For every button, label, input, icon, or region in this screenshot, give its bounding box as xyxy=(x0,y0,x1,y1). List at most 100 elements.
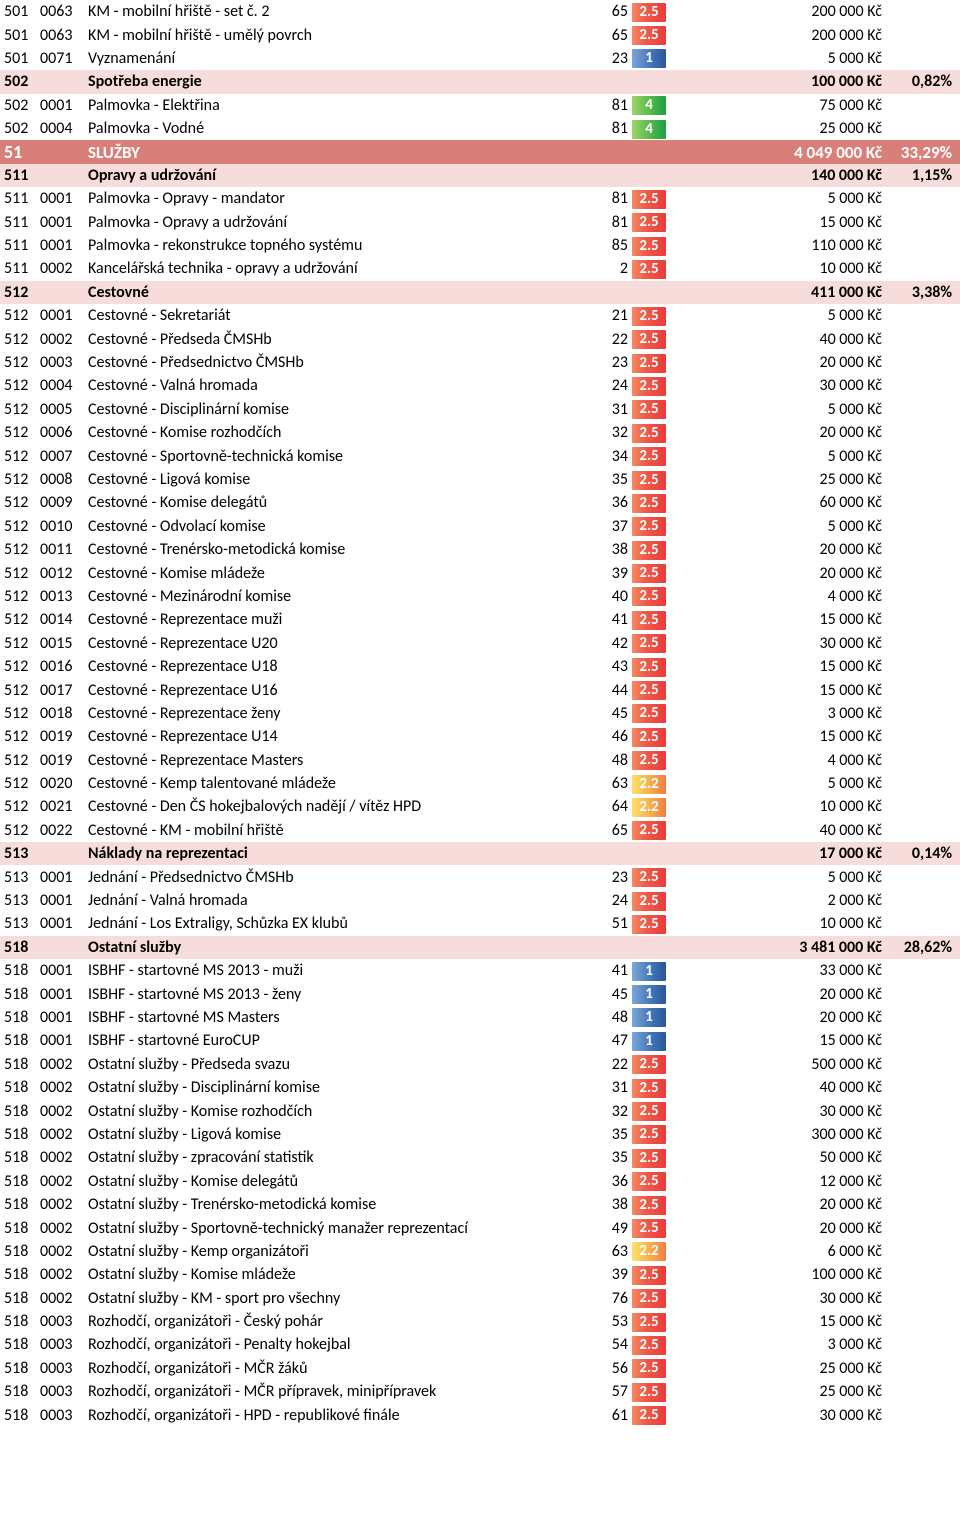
item-name: Cestovné - Ligová komise xyxy=(86,470,602,489)
amount: 25 000 Kč xyxy=(672,1382,888,1401)
table-row: 5180003Rozhodčí, organizátoři - Český po… xyxy=(0,1310,960,1333)
priority-tag: 2.2 xyxy=(632,798,666,817)
code-1: 512 xyxy=(4,493,40,512)
tag-cell: 4 xyxy=(632,95,672,115)
code-1: 518 xyxy=(4,1289,40,1308)
code-2: 0001 xyxy=(40,961,86,980)
tag-cell: 2.5 xyxy=(632,399,672,419)
code-2: 0002 xyxy=(40,1219,86,1238)
code-2: 0003 xyxy=(40,1335,86,1354)
item-name: KM - mobilní hřiště - set č. 2 xyxy=(86,2,602,21)
table-row: 5120017Cestovné - Reprezentace U16442.51… xyxy=(0,678,960,701)
code-1: 518 xyxy=(4,1125,40,1144)
code-2: 0002 xyxy=(40,259,86,278)
amount: 25 000 Kč xyxy=(672,119,888,138)
code-1: 518 xyxy=(4,1359,40,1378)
tag-cell: 2.5 xyxy=(632,703,672,723)
priority-tag: 2.5 xyxy=(632,915,666,934)
priority-tag: 2.5 xyxy=(632,564,666,583)
tag-cell: 2.5 xyxy=(632,1054,672,1074)
code-1: 512 xyxy=(4,681,40,700)
tag-cell: 2.5 xyxy=(632,516,672,536)
code-2: 0001 xyxy=(40,96,86,115)
code-2: 0001 xyxy=(40,1008,86,1027)
priority-tag: 2.5 xyxy=(632,213,666,232)
tag-cell: 1 xyxy=(632,984,672,1004)
ref-code: 23 xyxy=(602,353,632,372)
table-row: 5180002Ostatní služby - zpracování stati… xyxy=(0,1146,960,1169)
code-2: 0016 xyxy=(40,657,86,676)
priority-tag: 2.5 xyxy=(632,307,666,326)
item-name: Jednání - Předsednictvo ČMSHb xyxy=(86,868,602,887)
ref-code: 65 xyxy=(602,2,632,21)
amount: 20 000 Kč xyxy=(672,423,888,442)
item-name: Cestovné - Sekretariát xyxy=(86,306,602,325)
tag-cell: 2.5 xyxy=(632,493,672,513)
amount: 12 000 Kč xyxy=(672,1172,888,1191)
tag-cell: 2.5 xyxy=(632,236,672,256)
table-row: 5010063KM - mobilní hřiště - umělý povrc… xyxy=(0,23,960,46)
code-2: 0002 xyxy=(40,1172,86,1191)
percent: 0,14% xyxy=(888,844,954,863)
ref-code: 54 xyxy=(602,1335,632,1354)
table-row: 5120007Cestovné - Sportovně-technická ko… xyxy=(0,444,960,467)
ref-code: 49 xyxy=(602,1219,632,1238)
code-1: 518 xyxy=(4,1195,40,1214)
tag-cell: 2.5 xyxy=(632,657,672,677)
table-row: 5120001Cestovné - Sekretariát212.55 000 … xyxy=(0,304,960,327)
code-1: 512 xyxy=(4,774,40,793)
code-2: 0001 xyxy=(40,985,86,1004)
priority-tag: 2.5 xyxy=(632,704,666,723)
code-1: 511 xyxy=(4,236,40,255)
code-1: 518 xyxy=(4,1172,40,1191)
table-row: 5180003Rozhodčí, organizátoři - MČR žáků… xyxy=(0,1357,960,1380)
item-name: ISBHF - startovné MS Masters xyxy=(86,1008,602,1027)
table-row: 5130001Jednání - Valná hromada242.52 000… xyxy=(0,889,960,912)
amount: 6 000 Kč xyxy=(672,1242,888,1261)
code-2: 0003 xyxy=(40,1382,86,1401)
priority-tag: 2.2 xyxy=(632,775,666,794)
item-name: Rozhodčí, organizátoři - HPD - republiko… xyxy=(86,1406,602,1425)
code-2: 0002 xyxy=(40,1148,86,1167)
code-1: 512 xyxy=(4,330,40,349)
code-1: 512 xyxy=(4,797,40,816)
table-row: 5180002Ostatní služby - Disciplinární ko… xyxy=(0,1076,960,1099)
priority-tag: 2.5 xyxy=(632,26,666,45)
ref-code: 81 xyxy=(602,213,632,232)
ref-code: 64 xyxy=(602,797,632,816)
item-name: Ostatní služby - Disciplinární komise xyxy=(86,1078,602,1097)
code-1: 512 xyxy=(4,657,40,676)
table-row: 5120019Cestovné - Reprezentace U14462.51… xyxy=(0,725,960,748)
priority-tag: 2.5 xyxy=(632,237,666,256)
table-row: 5120016Cestovné - Reprezentace U18432.51… xyxy=(0,655,960,678)
amount: 140 000 Kč xyxy=(672,166,888,185)
item-name: Cestovné - Mezinárodní komise xyxy=(86,587,602,606)
code-2: 0021 xyxy=(40,797,86,816)
priority-tag: 2.5 xyxy=(632,1359,666,1378)
amount: 10 000 Kč xyxy=(672,914,888,933)
code-1: 511 xyxy=(4,189,40,208)
item-name: Cestovné - Disciplinární komise xyxy=(86,400,602,419)
code-1: 518 xyxy=(4,1242,40,1261)
item-name: Cestovné - Sportovně-technická komise xyxy=(86,447,602,466)
amount: 40 000 Kč xyxy=(672,821,888,840)
code-1: 518 xyxy=(4,961,40,980)
amount: 20 000 Kč xyxy=(672,353,888,372)
tag-cell: 4 xyxy=(632,119,672,139)
code-2: 0001 xyxy=(40,213,86,232)
table-row: 5130001Jednání - Předsednictvo ČMSHb232.… xyxy=(0,865,960,888)
item-name: Cestovné - Předseda ČMSHb xyxy=(86,330,602,349)
tag-cell: 2.5 xyxy=(632,820,672,840)
priority-tag: 2.5 xyxy=(632,892,666,911)
code-1: 51 xyxy=(4,141,40,163)
item-name: Palmovka - rekonstrukce topného systému xyxy=(86,236,602,255)
item-name: Cestovné - Předsednictvo ČMSHb xyxy=(86,353,602,372)
amount: 4 049 000 Kč xyxy=(672,142,888,163)
code-1: 518 xyxy=(4,1008,40,1027)
priority-tag: 2.5 xyxy=(632,1266,666,1285)
item-name: Cestovné - Komise mládeže xyxy=(86,564,602,583)
item-name: Cestovné - Reprezentace Masters xyxy=(86,751,602,770)
priority-tag: 2.5 xyxy=(632,400,666,419)
percent: 33,29% xyxy=(888,142,954,163)
ref-code: 38 xyxy=(602,1195,632,1214)
